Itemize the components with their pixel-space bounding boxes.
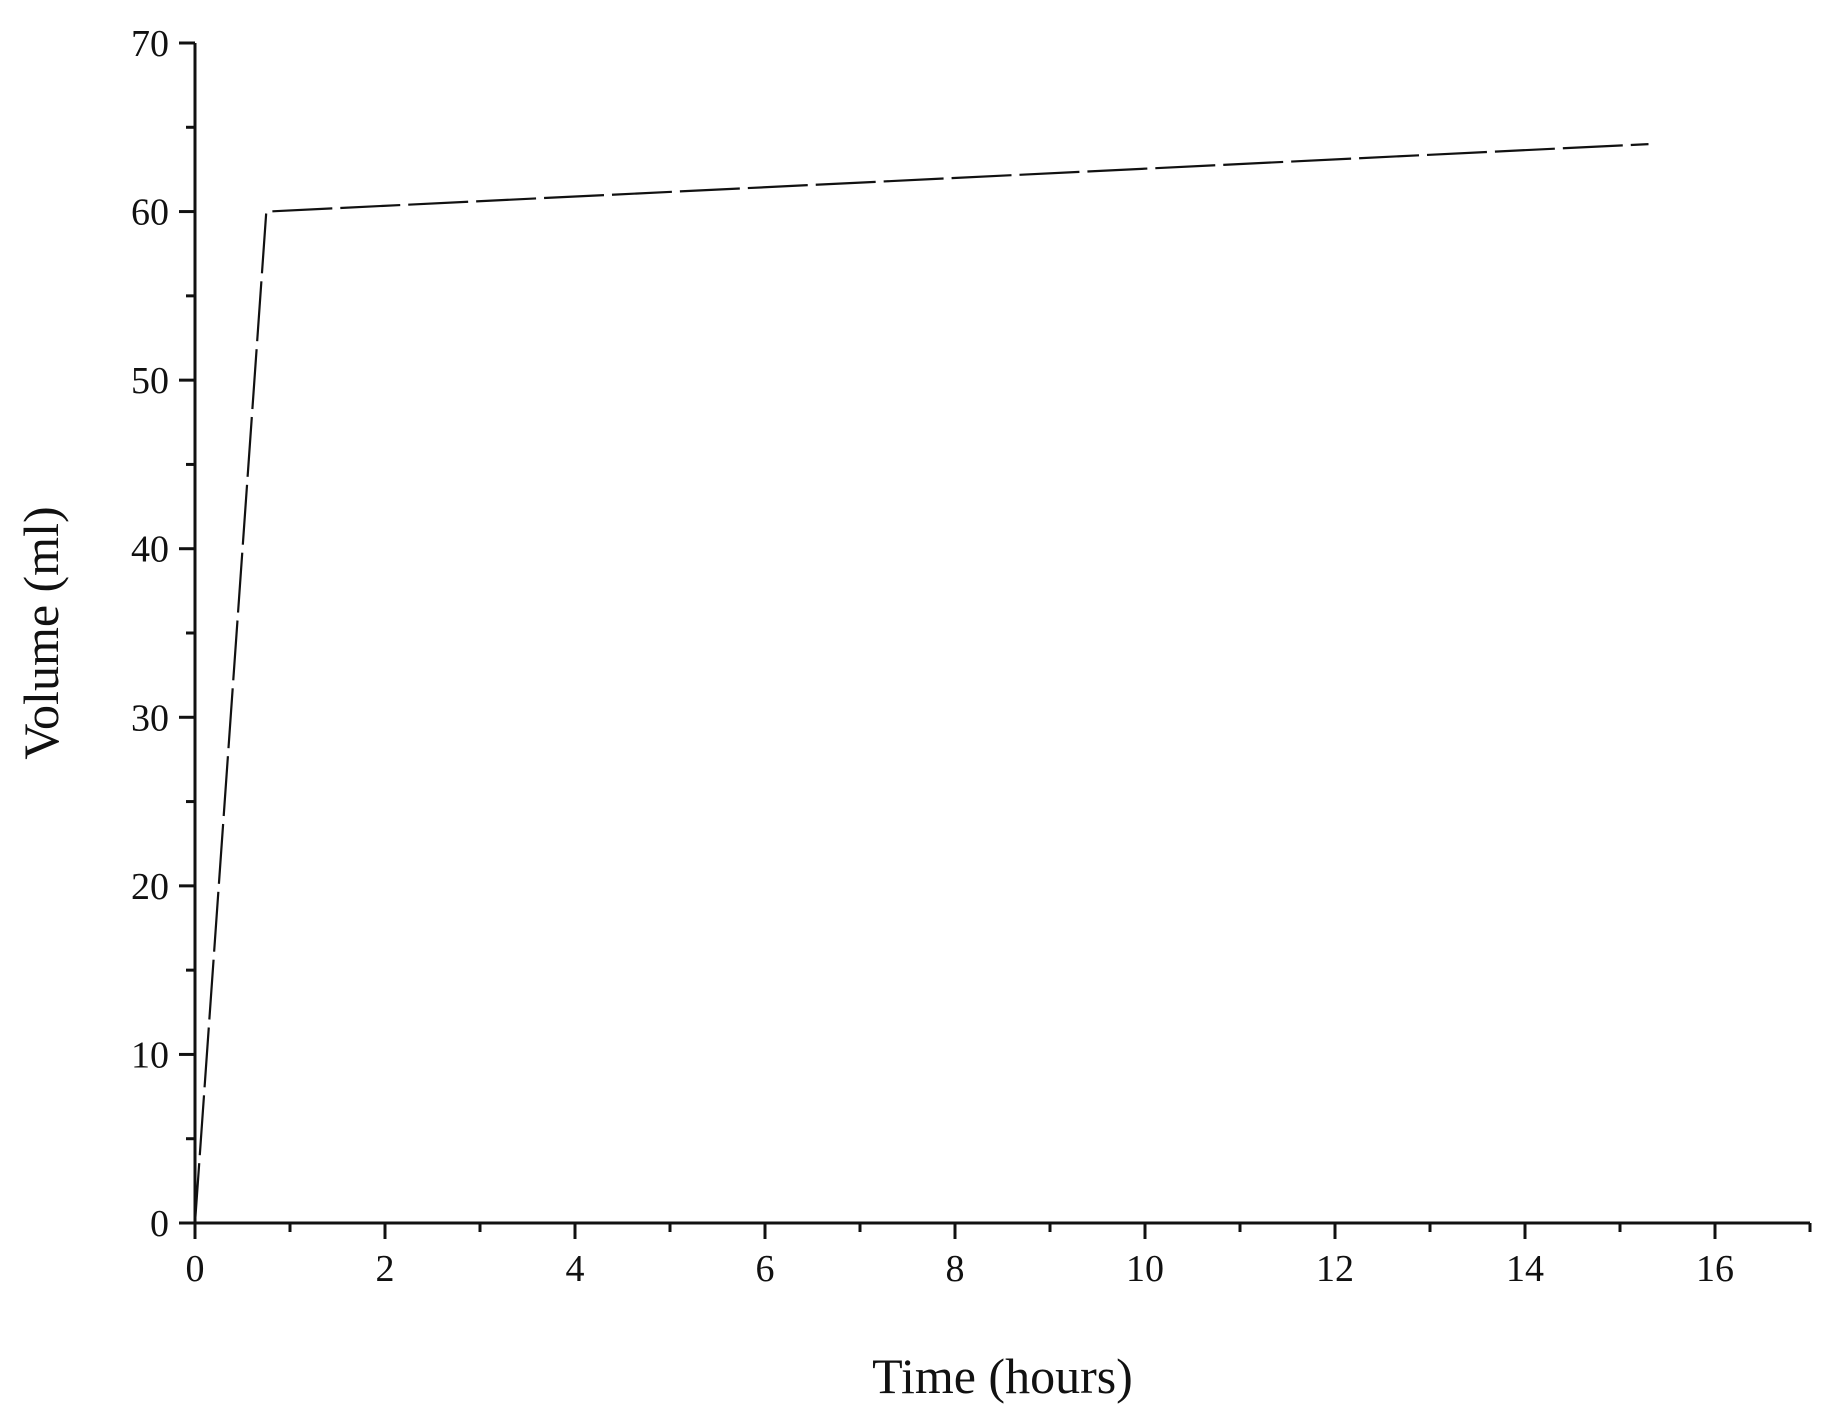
x-tick-label: 10	[1126, 1248, 1164, 1290]
series-layer	[193, 143, 1649, 1224]
x-axis: 0 2 4 6 8 10 12 14 16	[186, 1221, 1812, 1290]
x-tick-label: 12	[1316, 1248, 1354, 1290]
x-tick-label: 0	[186, 1248, 205, 1290]
y-tick-label: 60	[131, 192, 169, 234]
x-tick-label: 2	[376, 1248, 395, 1290]
x-tick-label: 14	[1506, 1248, 1544, 1290]
series-line	[193, 143, 1649, 1224]
x-tick-label: 16	[1696, 1248, 1734, 1290]
x-tick-label: 4	[566, 1248, 585, 1290]
y-tick-label: 0	[150, 1203, 169, 1245]
y-tick-label: 10	[131, 1034, 169, 1076]
y-axis-title: Volume (ml)	[13, 506, 69, 759]
y-tick-label: 70	[131, 23, 169, 65]
x-axis-title: Time (hours)	[872, 1348, 1133, 1404]
y-axis: 0 10 20 30 40 50 60 70	[131, 23, 197, 1245]
y-tick-label: 40	[131, 529, 169, 571]
plot-area: 0 2 4 6 8 10 12 14 16 0 10 20 30 40 50 60 70	[131, 23, 1812, 1290]
y-tick-label: 50	[131, 360, 169, 402]
x-tick-label: 6	[756, 1248, 775, 1290]
y-tick-label: 20	[131, 866, 169, 908]
y-tick-label: 30	[131, 697, 169, 739]
x-tick-label: 8	[946, 1248, 965, 1290]
